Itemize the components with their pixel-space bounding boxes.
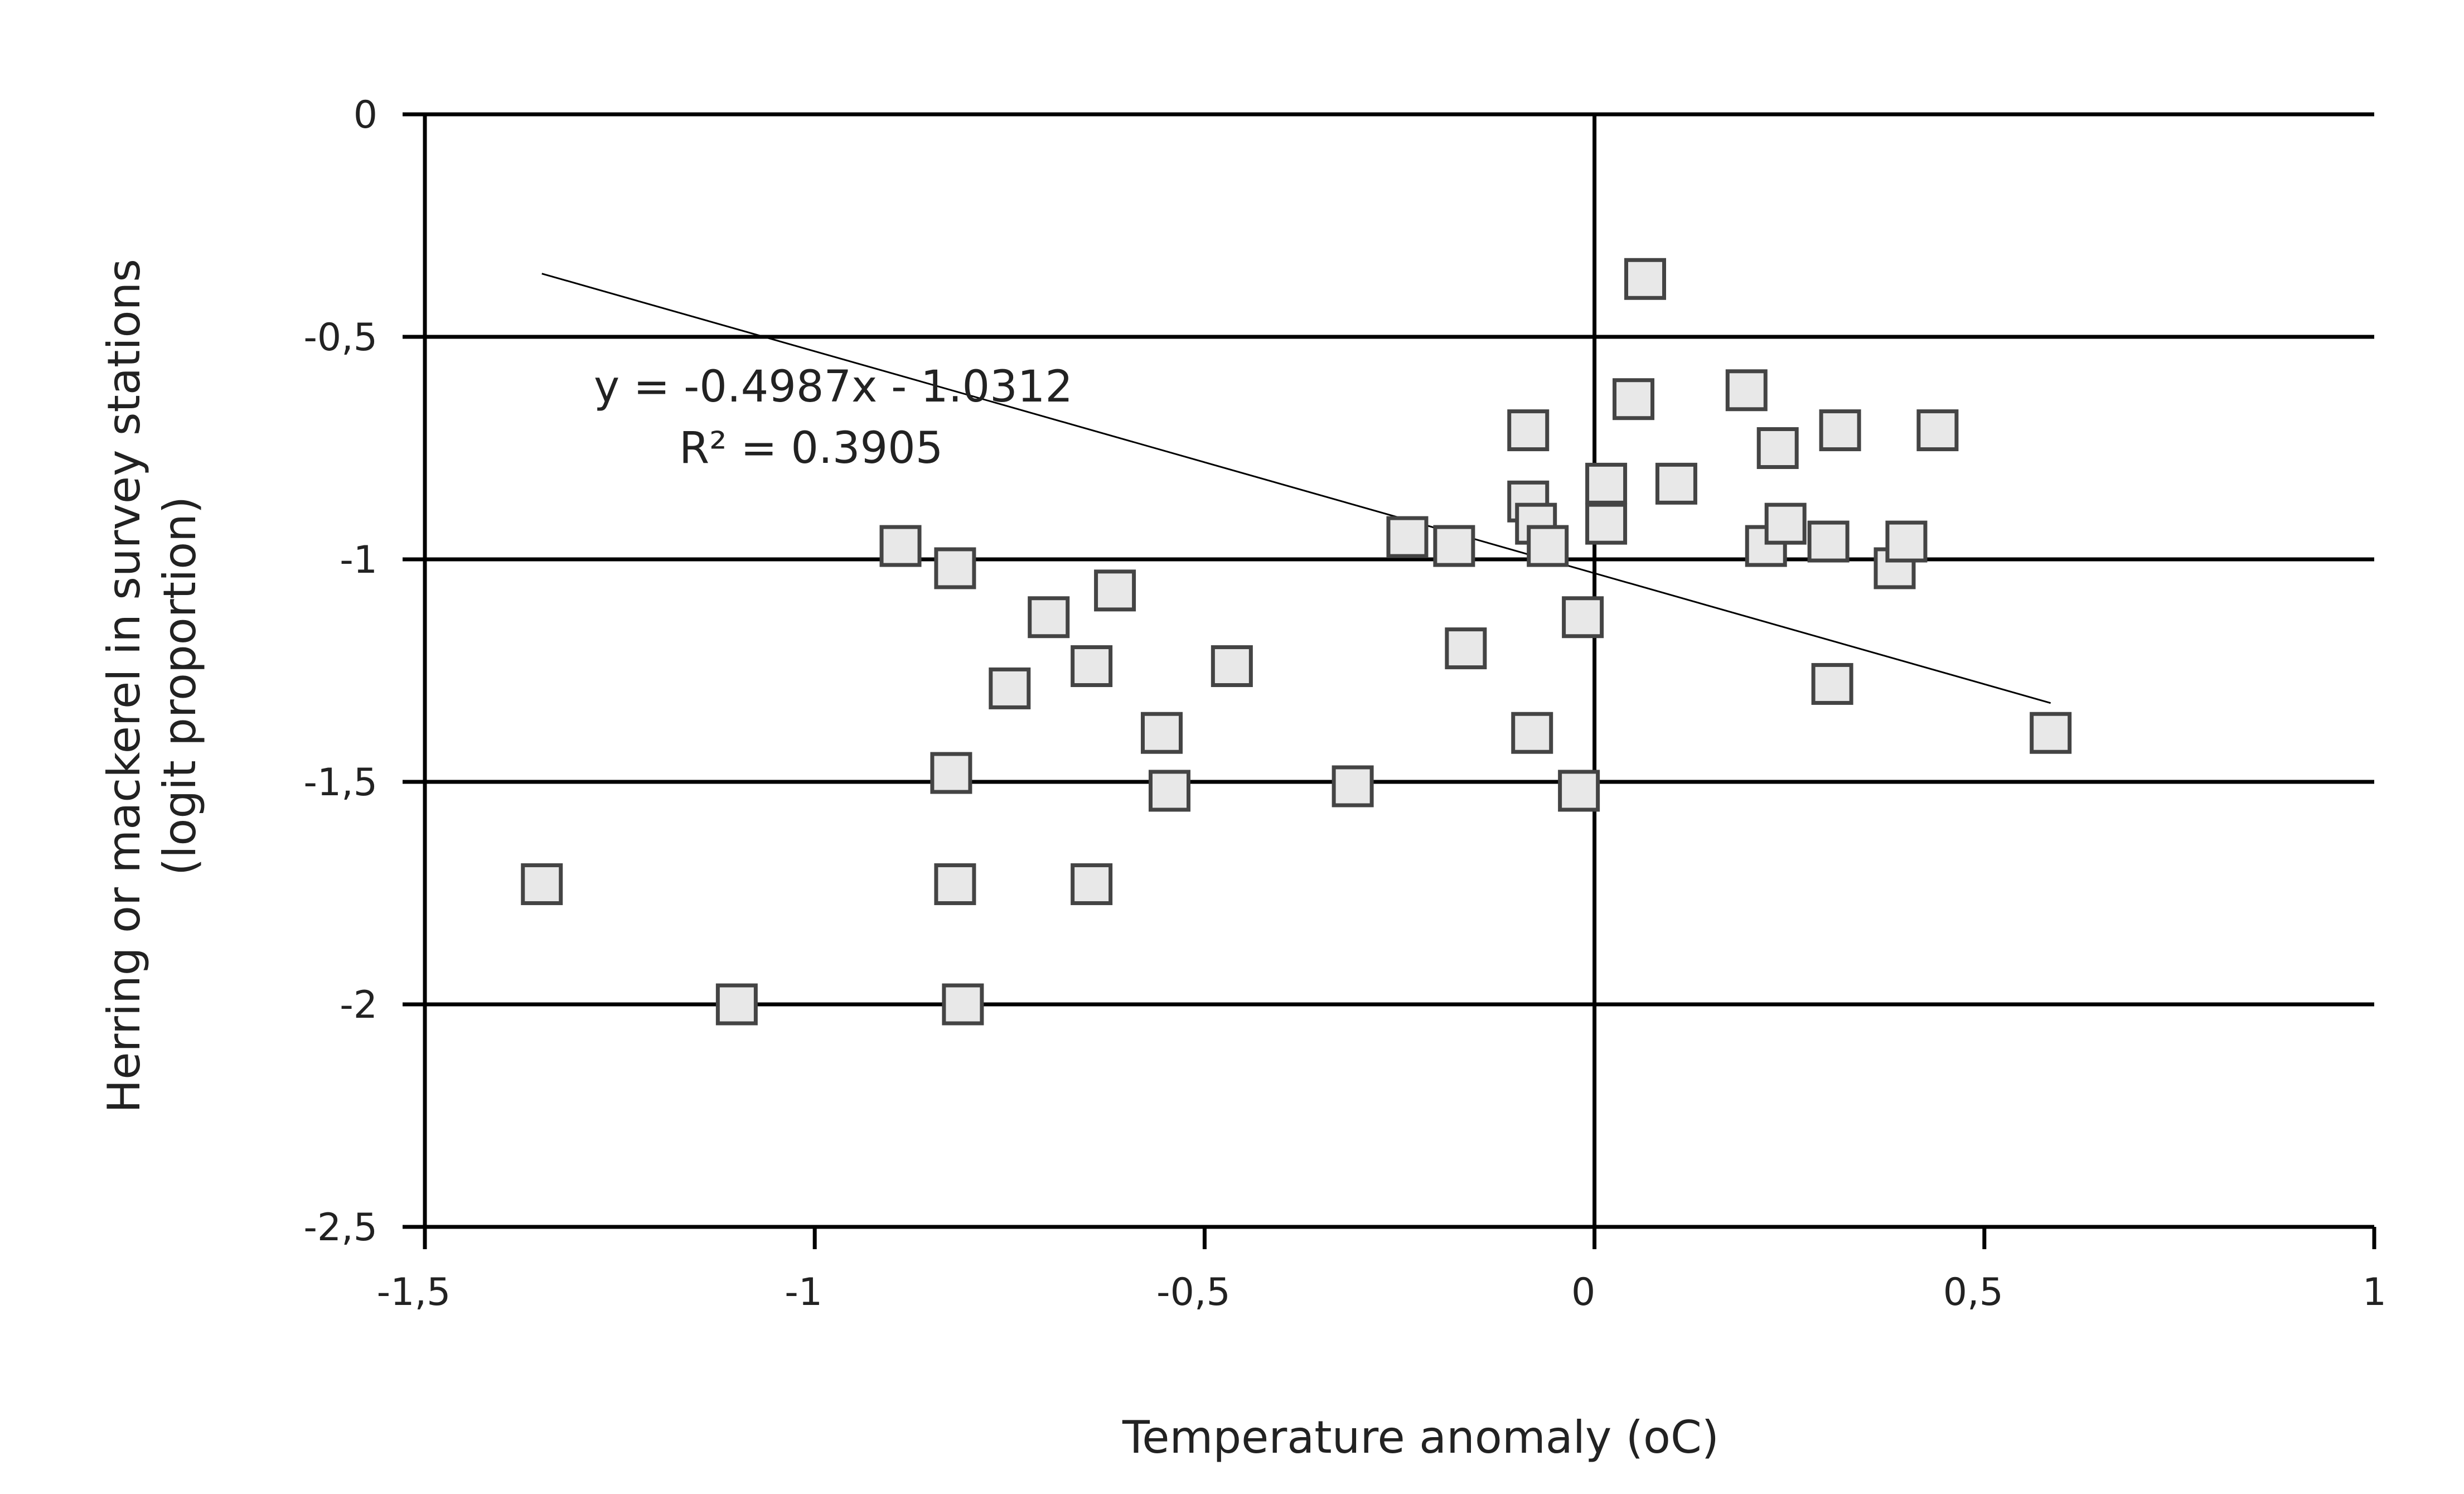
data-point-10	[1071, 863, 1113, 906]
data-points	[521, 258, 2072, 1026]
x-axis-title: Temperature anomaly (oC)	[1122, 1411, 1719, 1463]
data-point-28	[1613, 378, 1655, 420]
data-point-4	[930, 752, 972, 794]
y-tick-label-0: 0	[354, 93, 377, 137]
data-point-31	[1725, 369, 1768, 412]
x-tick-label-1: -1	[785, 1270, 822, 1314]
trend-equation: y = -0.4987x - 1.0312	[594, 362, 1073, 412]
data-point-23	[1527, 525, 1569, 567]
data-point-29	[1624, 258, 1666, 300]
data-point-41	[2030, 712, 2072, 754]
data-point-11	[1094, 569, 1136, 612]
data-point-34	[1764, 502, 1807, 545]
data-point-25	[1558, 770, 1600, 812]
x-tick-label-2: -0,5	[1156, 1270, 1231, 1314]
data-point-37	[1819, 409, 1861, 452]
data-point-6	[942, 983, 984, 1026]
data-point-8	[1028, 596, 1070, 639]
trendline	[541, 273, 2051, 704]
data-point-3	[934, 547, 976, 589]
data-point-1	[715, 983, 758, 1026]
data-point-2	[879, 525, 922, 567]
data-point-13	[1148, 770, 1190, 812]
x-tick-label-3: 0	[1571, 1270, 1595, 1314]
data-point-19	[1507, 409, 1550, 452]
data-point-15	[1332, 765, 1374, 808]
data-point-16	[1386, 516, 1429, 558]
y-tick-label-3: -1,5	[303, 761, 377, 805]
data-point-14	[1211, 645, 1253, 688]
data-point-35	[1807, 520, 1850, 563]
y-axis-title-line-2: (logit proportion)	[154, 496, 206, 876]
data-point-18	[1445, 627, 1487, 670]
data-point-5	[934, 863, 976, 906]
trendline-group	[541, 273, 2051, 704]
axes	[403, 112, 2376, 1249]
data-point-12	[1140, 712, 1183, 754]
x-tick-label-5: 1	[2363, 1270, 2386, 1314]
data-point-7	[989, 667, 1031, 709]
data-point-33	[1756, 427, 1799, 469]
x-tick-label-4: 0,5	[1943, 1270, 2003, 1314]
trend-r-squared: R² = 0.3905	[679, 423, 943, 473]
data-point-27	[1585, 502, 1628, 545]
data-point-24	[1562, 596, 1604, 639]
data-point-9	[1071, 645, 1113, 688]
y-axis-title-line-1: Herring or mackerel in survey stations	[98, 259, 150, 1113]
data-point-30	[1655, 462, 1697, 505]
y-tick-label-4: -2	[340, 983, 377, 1027]
data-point-17	[1433, 525, 1475, 567]
data-point-39	[1885, 520, 1928, 563]
y-tick-label-5: -2,5	[303, 1206, 377, 1250]
y-axis-title-group: Herring or mackerel in survey stations (…	[98, 259, 206, 1113]
gridlines	[425, 112, 2374, 1007]
y-tick-label-2: -1	[340, 538, 377, 582]
tick-labels: 0-0,5-1-1,5-2-2,5-1,5 -1 -0,5 0 0,5 1	[303, 93, 2386, 1314]
data-point-0	[521, 863, 563, 906]
x-tick-label-0: -1,5	[377, 1270, 451, 1314]
data-point-22	[1511, 712, 1553, 754]
data-point-40	[1916, 409, 1959, 452]
y-tick-label-1: -0,5	[303, 316, 377, 360]
data-point-26	[1585, 462, 1628, 505]
data-point-36	[1811, 663, 1853, 705]
